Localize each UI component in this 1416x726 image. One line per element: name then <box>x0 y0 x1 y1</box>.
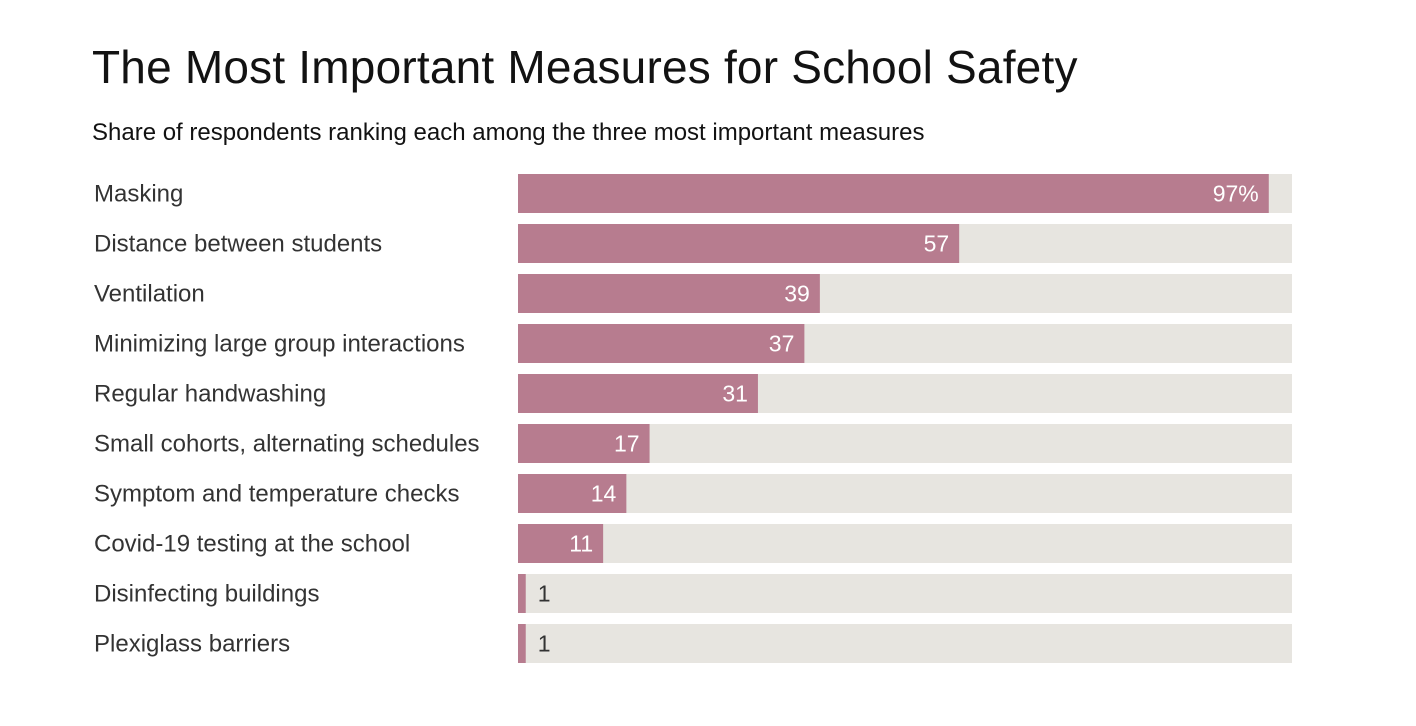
bar-track-disinfecting-buildings <box>518 574 1292 613</box>
value-label-plexiglass-barriers: 1 <box>538 631 551 657</box>
value-label-distance-between-students: 57 <box>924 231 950 257</box>
value-label-small-cohorts-alternating-schedules: 17 <box>614 431 640 457</box>
chart-subtitle: Share of respondents ranking each among … <box>92 119 925 146</box>
bar-disinfecting-buildings <box>518 574 526 613</box>
category-label-plexiglass-barriers: Plexiglass barriers <box>94 631 290 658</box>
bar-regular-handwashing <box>518 374 758 413</box>
bar-distance-between-students <box>518 224 960 263</box>
category-label-distance-between-students: Distance between students <box>94 231 382 258</box>
value-label-symptom-and-temperature-checks: 14 <box>591 481 617 507</box>
category-label-masking: Masking <box>94 181 183 208</box>
bar-track-symptom-and-temperature-checks <box>518 474 1292 513</box>
chart-title: The Most Important Measures for School S… <box>92 41 1078 93</box>
bar-ventilation <box>518 274 820 313</box>
category-label-small-cohorts-alternating-schedules: Small cohorts, alternating schedules <box>94 431 480 458</box>
bar-masking <box>518 174 1269 213</box>
value-label-regular-handwashing: 31 <box>722 381 748 407</box>
category-label-covid-19-testing-at-the-school: Covid-19 testing at the school <box>94 531 410 558</box>
value-label-covid-19-testing-at-the-school: 11 <box>569 531 593 557</box>
value-label-minimizing-large-group-interactions: 37 <box>769 331 795 357</box>
category-label-minimizing-large-group-interactions: Minimizing large group interactions <box>94 331 465 358</box>
category-label-symptom-and-temperature-checks: Symptom and temperature checks <box>94 481 460 508</box>
value-label-ventilation: 39 <box>784 281 810 307</box>
bar-small-cohorts-alternating-schedules <box>518 424 650 463</box>
value-label-masking: 97% <box>1213 181 1259 207</box>
category-label-ventilation: Ventilation <box>94 281 205 308</box>
category-label-regular-handwashing: Regular handwashing <box>94 381 326 408</box>
bar-track-covid-19-testing-at-the-school <box>518 524 1292 563</box>
value-label-disinfecting-buildings: 1 <box>538 581 551 607</box>
bar-track-plexiglass-barriers <box>518 624 1292 663</box>
category-label-disinfecting-buildings: Disinfecting buildings <box>94 581 319 608</box>
bar-covid-19-testing-at-the-school <box>518 524 604 563</box>
bar-plexiglass-barriers <box>518 624 526 663</box>
bar-minimizing-large-group-interactions <box>518 324 805 363</box>
bar-symptom-and-temperature-checks <box>518 474 627 513</box>
